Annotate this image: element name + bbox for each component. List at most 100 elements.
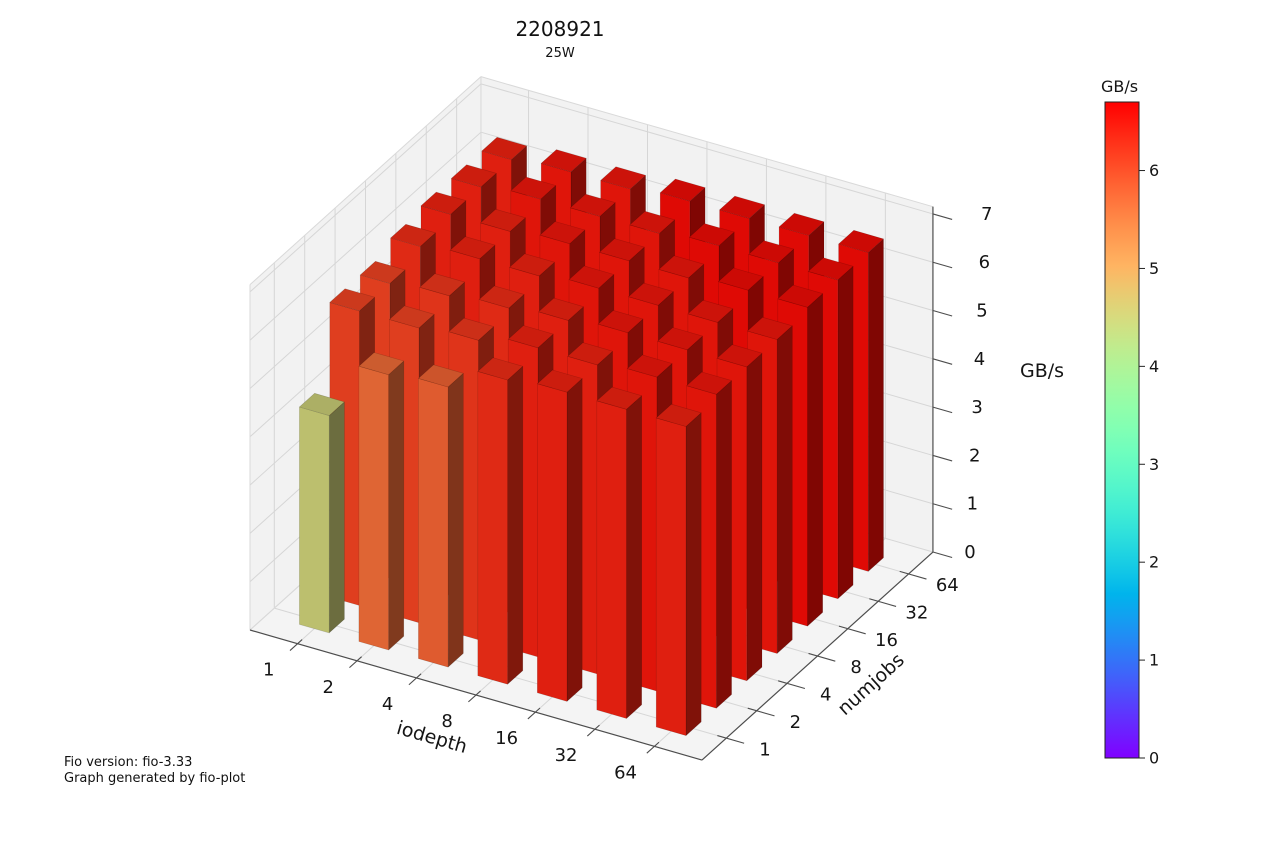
bar-top-face xyxy=(658,255,705,279)
bar-side-face xyxy=(837,265,854,600)
bar-side-face xyxy=(447,372,464,668)
bar-top-face xyxy=(418,364,464,388)
bar-side-face xyxy=(566,378,583,702)
bar-side-face xyxy=(867,238,884,572)
bar-top-face xyxy=(510,176,557,200)
z-tick-label: 1 xyxy=(967,494,978,515)
bar-iodepth-2-numjobs-1 xyxy=(358,352,405,651)
bar-iodepth-4-numjobs-1 xyxy=(418,364,464,668)
bar-top-face xyxy=(420,191,467,215)
bar-top-face xyxy=(480,208,526,232)
bar-iodepth-64-numjobs-64 xyxy=(838,230,884,572)
z-tick-label: 5 xyxy=(976,301,987,322)
x-tick-label: 2 xyxy=(322,677,333,698)
bar-top-face xyxy=(600,166,646,190)
colorbar-tick-label: 5 xyxy=(1149,259,1159,278)
bar-top-face xyxy=(569,193,616,217)
colorbar-tick-label: 0 xyxy=(1149,749,1159,768)
bar-top-face xyxy=(451,164,497,188)
bar-top-face xyxy=(538,297,584,321)
bar-top-face xyxy=(777,284,824,308)
bar-front-face xyxy=(596,400,627,719)
colorbar-tick-label: 4 xyxy=(1149,357,1159,376)
bar-top-face xyxy=(655,403,702,427)
bar-top-face xyxy=(717,267,764,291)
bar-top-face xyxy=(567,342,613,366)
colorbar-tick-label: 2 xyxy=(1149,553,1159,572)
fio-version-text: Fio version: fio-3.33 xyxy=(64,755,193,770)
bar-top-face xyxy=(536,369,583,393)
bar-top-face xyxy=(686,371,732,395)
generator-text: Graph generated by fio-plot xyxy=(64,771,246,786)
bar-top-face xyxy=(599,238,645,262)
bar-top-face xyxy=(509,253,555,277)
y-tick-label: 1 xyxy=(759,739,770,760)
bar-top-face xyxy=(568,265,615,289)
z-tick-label: 4 xyxy=(974,349,985,370)
bar-top-face xyxy=(478,285,525,309)
bars xyxy=(299,137,884,736)
colorbar: 0 1 2 3 4 5 6 GB/s xyxy=(1101,77,1159,768)
colorbar-title: GB/s xyxy=(1101,77,1138,96)
bar-side-face xyxy=(328,401,345,634)
bar-front-face xyxy=(477,371,508,685)
bar-top-face xyxy=(596,386,643,410)
bar-top-face xyxy=(719,195,765,219)
bar-top-face xyxy=(657,327,703,351)
colorbar-gradient xyxy=(1104,101,1140,759)
x-tick-label: 64 xyxy=(614,762,637,783)
bar-top-face xyxy=(807,257,854,281)
bar-front-face xyxy=(655,417,687,736)
bar-iodepth-64-numjobs-1 xyxy=(655,403,702,736)
x-axis-title: iodepth xyxy=(394,717,469,758)
bar-iodepth-1-numjobs-1 xyxy=(299,392,345,634)
z-tick-label: 0 xyxy=(964,542,975,563)
x-tick-label: 1 xyxy=(263,660,274,681)
bar-front-face xyxy=(358,365,389,651)
colorbar-tick-label: 6 xyxy=(1149,161,1159,180)
bar-top-face xyxy=(449,236,496,260)
z-axis-title: GB/s xyxy=(1020,360,1064,382)
bar-front-face xyxy=(299,406,330,634)
chart-subtitle: 25W xyxy=(545,46,575,61)
bar-top-face xyxy=(390,224,436,247)
bar-top-face xyxy=(688,223,735,246)
bar-top-face xyxy=(747,316,793,340)
y-tick-label: 32 xyxy=(905,602,928,623)
y-tick-label: 4 xyxy=(820,685,831,706)
y-axis-title: numjobs xyxy=(833,649,908,720)
bar-top-face xyxy=(540,149,587,173)
chart-title: 2208921 xyxy=(515,17,605,41)
bar-top-face xyxy=(477,357,524,381)
bar-top-face xyxy=(358,352,405,376)
bar-iodepth-32-numjobs-1 xyxy=(596,386,643,719)
bar-top-face xyxy=(778,212,825,236)
colorbar-tick-label: 3 xyxy=(1149,455,1159,474)
bar-top-face xyxy=(507,325,554,349)
x-tick-label: 32 xyxy=(555,745,578,766)
x-tick-label: 8 xyxy=(441,711,452,732)
bar-side-face xyxy=(776,325,793,654)
bar-top-face xyxy=(419,273,465,297)
bar-front-face xyxy=(536,383,568,702)
bar-top-face xyxy=(626,354,673,378)
bar-top-face xyxy=(597,310,644,334)
colorbar-tick-label: 1 xyxy=(1149,651,1159,670)
bar-side-face xyxy=(807,293,824,627)
bar-top-face xyxy=(329,288,376,312)
bar-top-face xyxy=(838,230,884,253)
z-tick-label: 6 xyxy=(979,252,990,273)
x-tick-label: 16 xyxy=(495,728,518,749)
footer-note: Fio version: fio-3.33 Graph generated by… xyxy=(64,755,245,787)
bar-side-face xyxy=(746,352,763,682)
z-tick-label: 3 xyxy=(971,397,982,418)
x-tick-label: 4 xyxy=(382,694,393,715)
bar-side-face xyxy=(626,395,643,719)
bar-top-face xyxy=(359,260,406,284)
y-tick-label: 64 xyxy=(936,575,959,596)
bar-side-face xyxy=(388,360,405,651)
bar-top-face xyxy=(716,344,763,368)
y-tick-label: 2 xyxy=(790,712,801,733)
bar-top-face xyxy=(659,178,706,202)
